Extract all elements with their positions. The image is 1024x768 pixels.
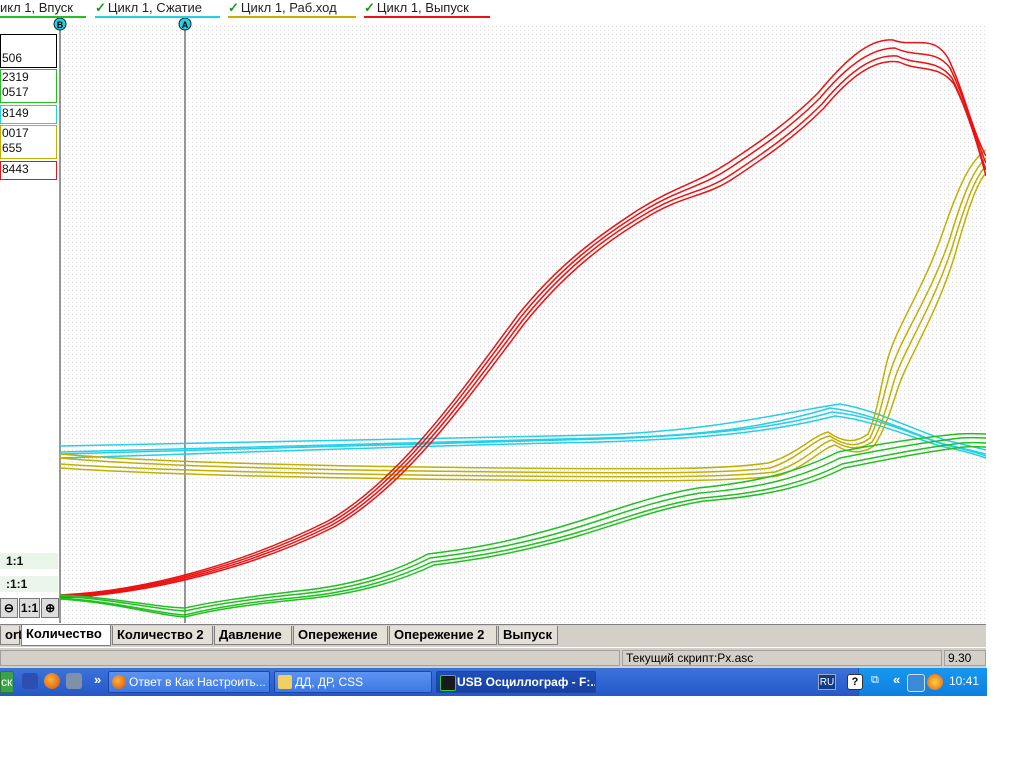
legend-label: Цикл 1, Сжатие: [107, 0, 203, 15]
status-cell-empty: [0, 650, 620, 666]
readout-box-exhaust: 8443: [0, 161, 57, 180]
quicklaunch-more[interactable]: »: [94, 672, 102, 687]
taskbar-window-folder[interactable]: ДД, ДР, CSS: [274, 671, 432, 693]
clock[interactable]: 10:41: [948, 674, 979, 688]
legend-item-intake[interactable]: икл 1, Впуск: [0, 0, 86, 18]
cursor-b-marker[interactable]: [53, 18, 67, 31]
scale-label-2: :1:1: [0, 576, 58, 592]
tab-report[interactable]: ort: [0, 626, 22, 645]
zoom-out-button[interactable]: ⊖: [0, 598, 18, 618]
legend-item-compression[interactable]: ✓ Цикл 1, Сжатие: [95, 0, 220, 18]
legend-label: Цикл 1, Раб.ход: [240, 0, 337, 15]
readout-box-main: 506: [0, 34, 57, 68]
trace-power-stroke: [59, 149, 986, 482]
check-icon: ✓: [95, 0, 106, 15]
cursor-b-label: B: [57, 20, 64, 30]
firefox-icon: [112, 675, 126, 689]
restore-icon[interactable]: ⧉: [871, 674, 879, 686]
readout-value: 8443: [2, 162, 29, 176]
taskbar: ск » Ответ в Как Настроить... ДД, ДР, CS…: [0, 668, 987, 696]
readout-box-intake: 2319 0517: [0, 69, 57, 103]
tab-bar: ort Количество Количество 2 Давление Опе…: [0, 624, 986, 647]
quicklaunch-tool-icon[interactable]: [66, 673, 82, 689]
folder-icon: [278, 675, 292, 689]
taskbar-window-label: USB Осциллограф - F:...: [457, 675, 596, 689]
tab-exhaust[interactable]: Выпуск: [498, 626, 558, 645]
help-icon[interactable]: ?: [847, 674, 863, 690]
readout-value: 506: [2, 51, 23, 65]
firefox-icon[interactable]: [44, 673, 60, 689]
tab-advance[interactable]: Опережение: [293, 626, 388, 645]
tab-quantity-2[interactable]: Количество 2: [112, 626, 213, 645]
status-bar: Текущий скрипт:Px.asc 9.30: [0, 648, 986, 668]
trace-exhaust: [59, 39, 986, 599]
check-icon: ✓: [364, 0, 375, 15]
taskbar-window-firefox[interactable]: Ответ в Как Настроить...: [108, 671, 270, 693]
language-indicator[interactable]: RU: [818, 674, 836, 690]
legend: икл 1, Впуск ✓ Цикл 1, Сжатие ✓ Цикл 1, Ра…: [0, 0, 986, 18]
legend-label: Цикл 1, Выпуск: [376, 0, 469, 15]
zoom-in-button[interactable]: ⊕: [41, 598, 59, 618]
trace-compression: [59, 403, 986, 459]
legend-label: икл 1, Впуск: [0, 0, 73, 15]
cursor-a-label: A: [182, 20, 189, 30]
network-icon[interactable]: [907, 674, 925, 692]
zoom-reset-button[interactable]: 1:1: [18, 598, 41, 618]
legend-line: [95, 16, 220, 18]
readout-value: 8149: [2, 106, 29, 120]
tab-pressure[interactable]: Давление: [214, 626, 292, 645]
legend-line: [364, 16, 490, 18]
system-tray: ? ⧉ « 10:41: [847, 668, 987, 696]
readout-value: 0517: [2, 85, 29, 99]
cursor-a-marker[interactable]: [178, 18, 192, 31]
tab-advance-2[interactable]: Опережение 2: [389, 626, 497, 645]
tray-more[interactable]: «: [893, 672, 901, 687]
trace-intake: [59, 432, 986, 618]
status-version: 9.30: [944, 650, 986, 666]
readout-value: 655: [2, 141, 23, 155]
legend-item-power-stroke[interactable]: ✓ Цикл 1, Раб.ход: [228, 0, 356, 18]
check-icon: ✓: [228, 0, 239, 15]
start-button[interactable]: ск: [0, 671, 14, 693]
taskbar-window-oscilloscope[interactable]: USB Осциллограф - F:...: [436, 671, 596, 693]
oscilloscope-plot[interactable]: B A: [0, 18, 986, 623]
quicklaunch-app-icon[interactable]: [22, 673, 38, 689]
readout-value: 0017: [2, 126, 29, 140]
taskbar-window-label: Ответ в Как Настроить...: [129, 675, 266, 689]
oscilloscope-icon: [440, 675, 456, 691]
tray-app-icon[interactable]: [927, 674, 943, 690]
legend-line: [228, 16, 356, 18]
taskbar-window-label: ДД, ДР, CSS: [295, 675, 364, 689]
readout-box-compression: 8149: [0, 105, 57, 124]
scale-label-1: 1:1: [0, 553, 58, 569]
status-script: Текущий скрипт:Px.asc: [622, 650, 942, 666]
legend-line: [0, 16, 86, 18]
plot-canvas: B A: [53, 18, 986, 623]
zoom-controls: ⊖ 1:1 ⊕: [0, 598, 60, 620]
readout-box-power-stroke: 0017 655: [0, 125, 57, 159]
readout-value: 2319: [2, 70, 29, 84]
legend-item-exhaust[interactable]: ✓ Цикл 1, Выпуск: [364, 0, 490, 18]
tab-quantity[interactable]: Количество: [21, 625, 111, 646]
